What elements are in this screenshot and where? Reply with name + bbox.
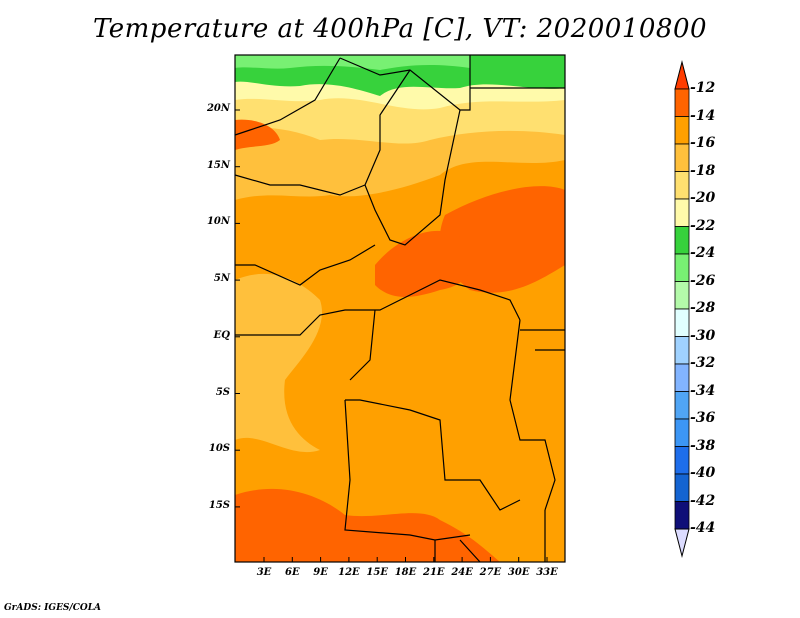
longitude-label: 24E xyxy=(451,567,473,578)
field-band-24-26 xyxy=(235,55,470,70)
colorbar-label: -42 xyxy=(690,492,716,509)
longitude-label: 27E xyxy=(479,567,502,578)
colorbar-label: -14 xyxy=(690,107,716,124)
colorbar-swatch xyxy=(674,336,690,365)
map-title: Temperature at 400hPa [C], VT: 202001080… xyxy=(92,14,708,44)
colorbar-swatch xyxy=(674,446,690,475)
longitude-label: 30E xyxy=(507,567,530,578)
field-band-12-14 xyxy=(235,119,280,150)
colorbar-swatch xyxy=(674,281,690,310)
map-frame xyxy=(234,54,566,563)
colorbar-label: -18 xyxy=(690,162,716,179)
colorbar-label: -26 xyxy=(690,272,716,289)
colorbar-swatch xyxy=(674,116,690,145)
colorbar-label: -22 xyxy=(690,217,716,234)
colorbar-label: -40 xyxy=(690,465,716,481)
longitude-label: 3E xyxy=(256,567,272,578)
longitude-label: 33E xyxy=(536,567,558,578)
colorbar-swatch xyxy=(674,226,690,255)
colorbar-label: -32 xyxy=(690,355,716,371)
colorbar-swatch xyxy=(674,198,690,227)
colorbar-swatch xyxy=(674,88,690,117)
colorbar-swatch xyxy=(674,308,690,337)
colorbar-label: -16 xyxy=(690,135,716,151)
latitude-label: 10N xyxy=(206,216,230,228)
latitude-label: EQ xyxy=(213,329,230,341)
colorbar-swatch xyxy=(674,171,690,200)
colorbar-upper-arrow xyxy=(674,60,690,90)
colorbar-swatch xyxy=(674,473,690,502)
colorbar-swatch xyxy=(674,143,690,172)
colorbar-label: -24 xyxy=(690,245,716,261)
latitude-label: 5S xyxy=(215,386,230,398)
colorbar-lower-arrow xyxy=(674,528,690,558)
latitude-label: 5N xyxy=(213,273,230,285)
longitude-ticks xyxy=(263,557,548,562)
grads-credit: GrADS: IGES/COLA xyxy=(4,603,102,613)
colorbar-label: -34 xyxy=(690,382,716,399)
temperature-field xyxy=(235,55,565,562)
longitude-label: 21E xyxy=(423,567,445,578)
colorbar-swatch xyxy=(674,253,690,282)
colorbar-label: -36 xyxy=(690,410,716,426)
colorbar-swatch xyxy=(674,391,690,420)
colorbar-label: -12 xyxy=(690,80,716,96)
colorbar-swatch xyxy=(674,363,690,392)
colorbar-label: -44 xyxy=(690,520,716,536)
field-band-12-14 xyxy=(235,488,500,562)
latitude-label: 15S xyxy=(208,499,230,511)
latitude-label: 15N xyxy=(206,159,230,171)
longitude-label: 9E xyxy=(313,567,328,578)
latitude-ticks xyxy=(235,109,240,508)
field-band-16-18 xyxy=(235,273,322,453)
longitude-label: 15E xyxy=(366,567,388,578)
longitude-label: 6E xyxy=(285,567,300,578)
latitude-label: 10S xyxy=(208,443,230,455)
colorbar-swatch xyxy=(674,501,690,530)
colorbar-label: -38 xyxy=(690,437,716,454)
colorbar xyxy=(674,60,690,558)
field-band-12-14 xyxy=(375,230,472,297)
latitude-label: 20N xyxy=(206,103,230,114)
longitude-label: 18E xyxy=(394,567,417,578)
colorbar-label: -20 xyxy=(690,190,716,206)
colorbar-label: -30 xyxy=(690,327,716,344)
colorbar-label: -28 xyxy=(690,300,716,316)
country-borders xyxy=(234,55,565,563)
longitude-label: 12E xyxy=(338,567,360,578)
colorbar-swatch xyxy=(674,418,690,447)
